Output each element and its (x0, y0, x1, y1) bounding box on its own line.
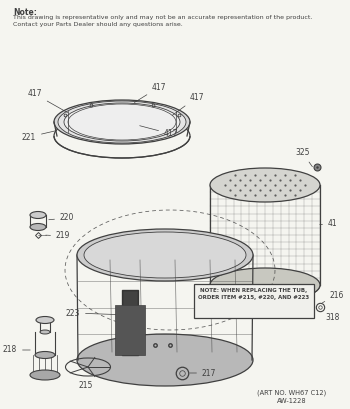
Text: Contact your Parts Dealer should any questions arise.: Contact your Parts Dealer should any que… (13, 22, 183, 27)
Ellipse shape (30, 211, 46, 218)
Text: 219: 219 (46, 231, 70, 240)
Text: 221: 221 (22, 130, 56, 142)
Text: 218: 218 (3, 346, 30, 355)
Ellipse shape (30, 223, 46, 231)
Ellipse shape (35, 351, 55, 359)
Text: NOTE: WHEN REPLACING THE TUB,
ORDER ITEM #215, #220, AND #223: NOTE: WHEN REPLACING THE TUB, ORDER ITEM… (198, 288, 310, 300)
Text: AW-1228: AW-1228 (277, 398, 307, 404)
Text: 417: 417 (172, 92, 204, 115)
Text: Note:: Note: (13, 8, 37, 17)
Text: 41: 41 (180, 236, 210, 245)
Text: 215: 215 (79, 380, 93, 389)
Ellipse shape (30, 370, 60, 380)
Ellipse shape (54, 100, 190, 144)
Ellipse shape (58, 101, 186, 143)
Text: 216: 216 (322, 290, 344, 303)
Ellipse shape (210, 268, 320, 302)
Text: 212: 212 (251, 290, 292, 304)
Text: 217: 217 (190, 369, 216, 378)
Ellipse shape (40, 330, 50, 334)
Ellipse shape (64, 103, 180, 141)
Text: 41: 41 (320, 218, 338, 227)
FancyBboxPatch shape (194, 284, 314, 318)
Text: 417: 417 (134, 83, 167, 103)
Text: (ART NO. WH67 C12): (ART NO. WH67 C12) (257, 390, 327, 396)
Ellipse shape (77, 334, 253, 386)
Ellipse shape (210, 168, 320, 202)
Text: 325: 325 (295, 148, 313, 167)
FancyBboxPatch shape (115, 305, 145, 355)
Ellipse shape (36, 317, 54, 324)
Text: 220: 220 (49, 213, 74, 222)
Text: 417: 417 (28, 90, 68, 112)
Text: 223: 223 (66, 308, 127, 317)
Text: 318: 318 (325, 312, 340, 321)
Ellipse shape (77, 229, 253, 281)
Text: This drawing is representative only and may not be an accurate representation of: This drawing is representative only and … (13, 15, 312, 20)
Text: 417: 417 (140, 126, 178, 139)
Ellipse shape (84, 232, 246, 278)
